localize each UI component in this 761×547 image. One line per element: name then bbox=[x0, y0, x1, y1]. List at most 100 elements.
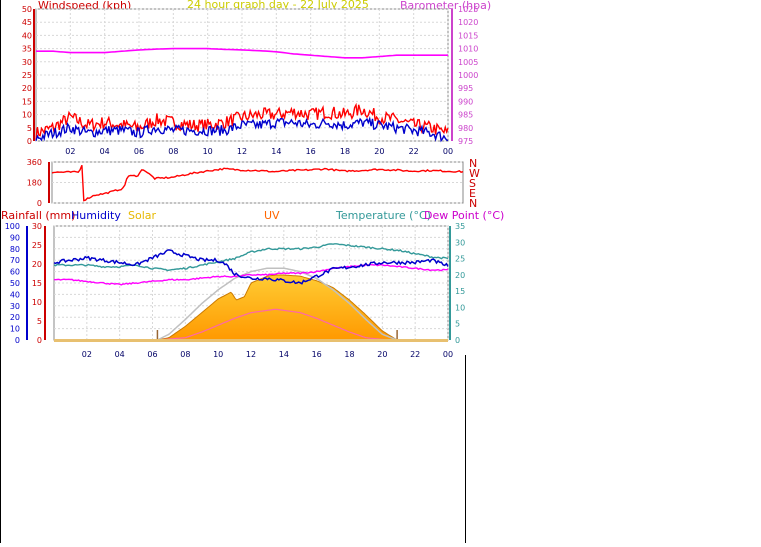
panel-3-x-tick-label: 12 bbox=[246, 350, 256, 359]
humidity-tick-label: 10 bbox=[10, 325, 20, 334]
rainfall-tick-label: 15 bbox=[32, 279, 42, 288]
wind-direction-line bbox=[51, 164, 464, 202]
windspeed-tick-label: 45 bbox=[22, 18, 32, 27]
panel-3-x-tick-label: 08 bbox=[180, 350, 190, 359]
direction-tick-label: 180 bbox=[27, 179, 42, 188]
windspeed-tick-label: 25 bbox=[22, 71, 32, 80]
windspeed-tick-label: 15 bbox=[22, 97, 32, 106]
temperature-line bbox=[53, 243, 449, 272]
uv-label: UV bbox=[264, 209, 280, 222]
barometer-tick-label: 1020 bbox=[458, 18, 478, 27]
compass-label: S bbox=[469, 177, 476, 190]
barometer-tick-label: 980 bbox=[458, 124, 473, 133]
rainfall-tick-label: 5 bbox=[37, 317, 42, 326]
dewpoint-line bbox=[53, 263, 449, 286]
panel-3-x-tick-label: 02 bbox=[82, 350, 92, 359]
panel-3-x-tick-label: 04 bbox=[115, 350, 125, 359]
wind-barometer-panel: 0510152025303540455097598098599099510001… bbox=[22, 5, 479, 156]
panel-3-x-tick-label: 14 bbox=[279, 350, 289, 359]
windspeed-tick-label: 5 bbox=[27, 124, 32, 133]
windspeed-tick-label: 50 bbox=[22, 5, 32, 14]
barometer-tick-label: 1000 bbox=[458, 71, 478, 80]
rainfall-tick-label: 30 bbox=[32, 222, 42, 231]
humidity-line bbox=[53, 249, 449, 285]
panel-3-x-tick-label: 22 bbox=[410, 350, 420, 359]
panel-1-x-tick-label: 20 bbox=[374, 147, 384, 156]
compass-label: W bbox=[469, 167, 480, 180]
barometer-tick-label: 1005 bbox=[458, 58, 478, 67]
temperature-tick-label: 5 bbox=[455, 320, 460, 329]
chart-title: 24 hour graph day - 22 July 2025 bbox=[187, 0, 369, 11]
humidity-tick-label: 90 bbox=[10, 233, 20, 242]
solar-area bbox=[157, 274, 398, 341]
humidity-tick-label: 0 bbox=[15, 336, 20, 345]
panel-1-x-tick-label: 22 bbox=[409, 147, 419, 156]
windspeed-tick-label: 35 bbox=[22, 45, 32, 54]
windspeed-tick-label: 20 bbox=[22, 84, 32, 93]
compass-label: N bbox=[469, 197, 477, 210]
panel-3-x-tick-label: 16 bbox=[312, 350, 322, 359]
windspeed-tick-label: 30 bbox=[22, 58, 32, 67]
barometer-tick-label: 1025 bbox=[458, 5, 478, 14]
barometer-tick-label: 990 bbox=[458, 97, 473, 106]
direction-tick-label: 0 bbox=[37, 199, 42, 208]
humidity-tick-label: 50 bbox=[10, 279, 20, 288]
panel-3-x-tick-label: 06 bbox=[147, 350, 157, 359]
panel-1-x-tick-label: 14 bbox=[271, 147, 281, 156]
windspeed-tick-label: 10 bbox=[22, 111, 32, 120]
panel-1-x-tick-label: 06 bbox=[134, 147, 144, 156]
temperature-tick-label: 15 bbox=[455, 287, 465, 296]
humidity-tick-label: 40 bbox=[10, 290, 20, 299]
rainfall-tick-label: 0 bbox=[37, 336, 42, 345]
rainfall-tick-label: 20 bbox=[32, 260, 42, 269]
humidity-tick-label: 70 bbox=[10, 256, 20, 265]
barometer-tick-label: 985 bbox=[458, 111, 473, 120]
panel-1-x-tick-label: 04 bbox=[100, 147, 110, 156]
panel-1-x-tick-label: 12 bbox=[237, 147, 247, 156]
rainfall-tick-label: 25 bbox=[32, 241, 42, 250]
rainfall-label: Rainfall (mm) bbox=[1, 209, 75, 222]
panel-3-x-tick-label: 18 bbox=[344, 350, 354, 359]
compass-label: N bbox=[469, 157, 477, 170]
temperature-label: Temperature (°C) bbox=[335, 209, 431, 222]
humidity-tick-label: 60 bbox=[10, 268, 20, 277]
direction-tick-label: 360 bbox=[27, 158, 42, 167]
windspeed-tick-label: 40 bbox=[22, 31, 32, 40]
panel-1-x-tick-label: 18 bbox=[340, 147, 350, 156]
temp-humidity-solar-panel: 0102030405060708090100051015202530051015… bbox=[5, 222, 465, 359]
panel-1-x-tick-label: 10 bbox=[203, 147, 213, 156]
barometer-line bbox=[36, 47, 448, 59]
rainfall-tick-label: 10 bbox=[32, 298, 42, 307]
humidity-tick-label: 20 bbox=[10, 313, 20, 322]
panel-3-x-tick-label: 00 bbox=[443, 350, 453, 359]
temperature-tick-label: 0 bbox=[455, 336, 460, 345]
barometer-tick-label: 995 bbox=[458, 84, 473, 93]
panel-3-x-tick-label: 10 bbox=[213, 350, 223, 359]
humidity-tick-label: 100 bbox=[5, 222, 20, 231]
panel-1-x-tick-label: 00 bbox=[443, 147, 453, 156]
temperature-tick-label: 35 bbox=[455, 222, 465, 231]
uv-line bbox=[157, 308, 398, 341]
wind-average-line bbox=[35, 116, 449, 143]
temperature-tick-label: 25 bbox=[455, 255, 465, 264]
barometer-tick-label: 1015 bbox=[458, 31, 478, 40]
windspeed-tick-label: 0 bbox=[27, 137, 32, 146]
temperature-tick-label: 10 bbox=[455, 303, 465, 312]
temperature-tick-label: 30 bbox=[455, 238, 465, 247]
solar-max-line bbox=[157, 267, 398, 341]
humidity-tick-label: 80 bbox=[10, 245, 20, 254]
humidity-label: Humidity bbox=[71, 209, 121, 222]
panel-3-x-tick-label: 20 bbox=[377, 350, 387, 359]
barometer-tick-label: 1010 bbox=[458, 45, 478, 54]
panel-1-x-tick-label: 08 bbox=[168, 147, 178, 156]
solar-label: Solar bbox=[128, 209, 157, 222]
panel-1-x-tick-label: 16 bbox=[306, 147, 316, 156]
panel-1-x-tick-label: 02 bbox=[65, 147, 75, 156]
temperature-tick-label: 20 bbox=[455, 271, 465, 280]
rainfall-baseline bbox=[54, 339, 448, 342]
humidity-tick-label: 30 bbox=[10, 302, 20, 311]
dewpoint-label: Dew Point (°C) bbox=[424, 209, 504, 222]
compass-label: E bbox=[469, 187, 476, 200]
